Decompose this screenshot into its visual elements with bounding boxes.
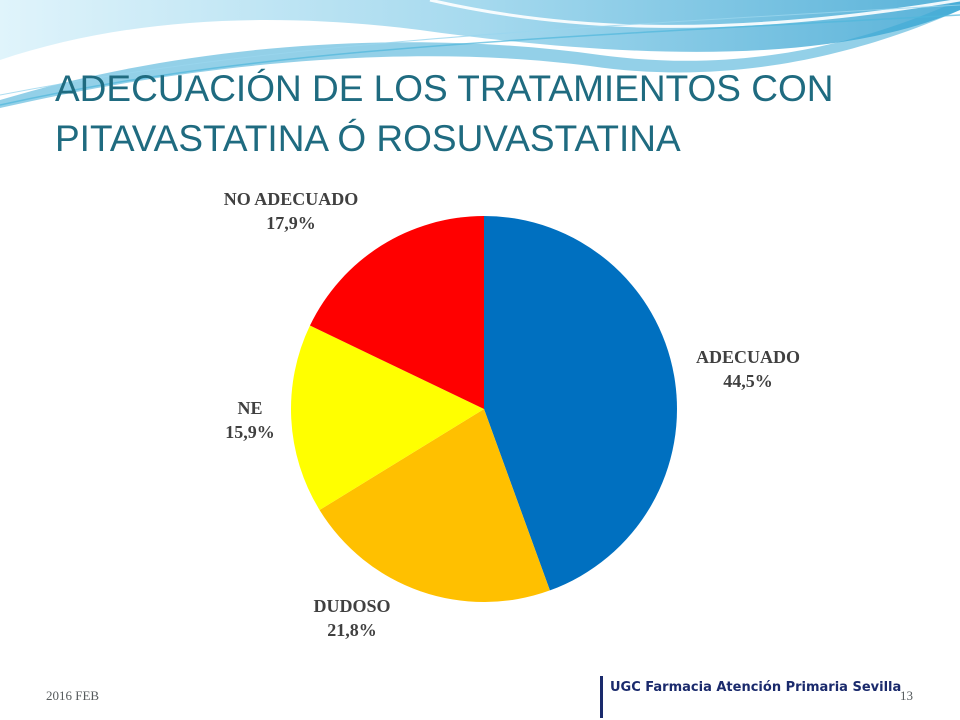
slice-label-ne: NE (237, 398, 262, 418)
slice-value-dudoso: 21,8% (327, 620, 377, 640)
slice-value-adecuado: 44,5% (723, 371, 773, 391)
header-wave-decoration (0, 0, 960, 108)
slide-title: ADECUACIÓN DE LOS TRATAMIENTOS CON PITAV… (55, 64, 935, 164)
footer-organization: UGC Farmacia Atención Primaria Sevilla (610, 680, 902, 695)
page-number: 13 (900, 688, 913, 703)
pie-slice-no-adecuado (309, 216, 484, 409)
slice-label-no-adecuado: NO ADECUADO (224, 189, 359, 209)
slice-label-dudoso: DUDOSO (313, 596, 390, 616)
slice-value-ne: 15,9% (225, 422, 275, 442)
slice-label-adecuado: ADECUADO (696, 347, 800, 367)
slide-title-line-1: ADECUACIÓN DE LOS TRATAMIENTOS CON (55, 68, 834, 109)
slide-title-line-2: PITAVASTATINA Ó ROSUVASTATINA (55, 118, 681, 159)
pie-slice-adecuado (484, 216, 677, 591)
pie-slice-ne (291, 325, 484, 511)
slice-value-no-adecuado: 17,9% (266, 213, 316, 233)
footer-divider-bar (600, 676, 603, 718)
footer-date: 2016 FEB (46, 688, 100, 703)
pie-slice-dudoso (319, 409, 550, 602)
